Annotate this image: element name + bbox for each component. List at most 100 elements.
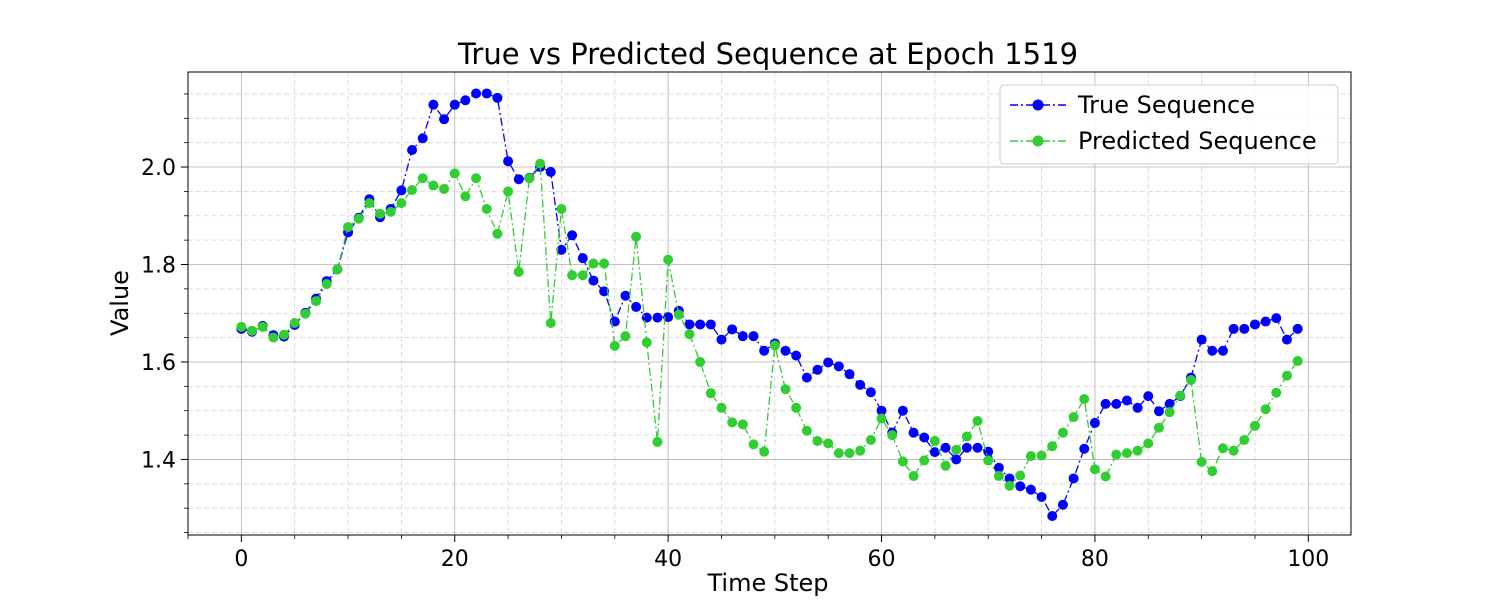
series-true-point bbox=[748, 331, 759, 342]
series-predicted-point bbox=[321, 279, 332, 290]
legend-true-label: True Sequence bbox=[1077, 91, 1255, 119]
series-true-point bbox=[791, 350, 802, 361]
series-true-point bbox=[1004, 473, 1015, 484]
series-true-point bbox=[1271, 313, 1282, 324]
legend-box bbox=[999, 84, 1339, 165]
series-true-point bbox=[439, 114, 450, 125]
series-predicted-point bbox=[247, 325, 258, 336]
series-predicted-point bbox=[887, 430, 898, 441]
legend-predicted-label: Predicted Sequence bbox=[1078, 127, 1317, 155]
series-true-point bbox=[716, 334, 727, 345]
series-predicted-point bbox=[1143, 438, 1154, 449]
series-true-point bbox=[876, 405, 887, 416]
series-true-point bbox=[556, 244, 567, 255]
series-true-point bbox=[1068, 473, 1079, 484]
series-predicted-point bbox=[556, 203, 567, 214]
series-predicted-point bbox=[353, 213, 364, 224]
series-true-point bbox=[684, 319, 695, 330]
series-true-point bbox=[897, 405, 908, 416]
series-true-point bbox=[759, 345, 770, 356]
series-true-point bbox=[396, 185, 407, 196]
series-true-point bbox=[1207, 345, 1218, 356]
series-predicted-point bbox=[1025, 451, 1036, 462]
series-predicted-point bbox=[471, 173, 482, 184]
series-true-point bbox=[1292, 323, 1303, 334]
series-true-point bbox=[961, 442, 972, 453]
series-predicted-point bbox=[1271, 387, 1282, 398]
series-predicted-point bbox=[855, 445, 866, 456]
series-predicted-point bbox=[257, 321, 268, 332]
series-predicted-point bbox=[492, 228, 503, 239]
series-true-point bbox=[588, 275, 599, 286]
series-predicted-point bbox=[1175, 390, 1186, 401]
series-true-point bbox=[1153, 406, 1164, 417]
series-true-point bbox=[1111, 398, 1122, 409]
series-predicted-point bbox=[1153, 422, 1164, 433]
series-predicted-point bbox=[716, 402, 727, 413]
series-true-point bbox=[1281, 334, 1292, 345]
series-predicted-point bbox=[908, 471, 919, 482]
series-predicted-point bbox=[684, 329, 695, 340]
series-predicted-point bbox=[641, 337, 652, 348]
series-true-point bbox=[844, 369, 855, 380]
series-predicted-point bbox=[769, 340, 780, 351]
series-true-point bbox=[567, 230, 578, 241]
series-predicted-point bbox=[524, 173, 535, 184]
series-predicted-point bbox=[1132, 445, 1143, 456]
series-predicted-point bbox=[1121, 448, 1132, 459]
series-true-point bbox=[1100, 398, 1111, 409]
series-predicted-point bbox=[599, 258, 610, 269]
series-true-point bbox=[1143, 391, 1154, 402]
series-true-line bbox=[241, 92, 1299, 518]
series-predicted-point bbox=[1239, 434, 1250, 445]
series-predicted-point bbox=[385, 206, 396, 217]
series-true-point bbox=[823, 357, 834, 368]
series-predicted-point bbox=[1260, 404, 1271, 415]
series-predicted-point bbox=[983, 455, 994, 466]
series-predicted-point bbox=[823, 438, 834, 449]
series-predicted bbox=[236, 158, 1303, 491]
series-predicted-point bbox=[1164, 407, 1175, 418]
series-predicted-point bbox=[759, 446, 770, 457]
y-tick-label: 1.4 bbox=[141, 448, 176, 473]
series-predicted-point bbox=[460, 191, 471, 202]
series-true-point bbox=[492, 92, 503, 103]
series-true-point bbox=[940, 442, 951, 453]
series-true-point bbox=[641, 312, 652, 323]
y-tick-label: 1.6 bbox=[141, 351, 176, 376]
series-true-point bbox=[652, 312, 663, 323]
series-predicted-line bbox=[241, 161, 1299, 487]
series-true-point bbox=[449, 99, 460, 110]
series-predicted-point bbox=[407, 184, 418, 195]
series-true-point bbox=[1079, 443, 1090, 454]
series-predicted-point bbox=[1217, 443, 1228, 454]
legend-predicted-marker-swatch bbox=[1032, 135, 1044, 147]
series-true-point bbox=[481, 88, 492, 99]
series-true-point bbox=[620, 290, 631, 301]
series-predicted-point bbox=[919, 455, 930, 466]
series-true-point bbox=[1057, 499, 1068, 510]
legend-entry-true: True Sequence bbox=[1010, 91, 1255, 119]
series-true-point bbox=[545, 166, 556, 177]
series-predicted-point bbox=[705, 388, 716, 399]
series-predicted-point bbox=[236, 321, 247, 332]
series-predicted-point bbox=[289, 317, 300, 328]
x-tick-label: 40 bbox=[654, 547, 682, 572]
plot-frame bbox=[187, 71, 1352, 536]
series-predicted-point bbox=[673, 309, 684, 320]
series-predicted-point bbox=[695, 356, 706, 367]
series-true-point bbox=[417, 133, 428, 144]
y-axis-label: Value bbox=[106, 270, 134, 336]
series-predicted-point bbox=[748, 439, 759, 450]
series-true-point bbox=[865, 387, 876, 398]
series-predicted-point bbox=[481, 203, 492, 214]
series-true-point bbox=[1228, 323, 1239, 334]
series-predicted-point bbox=[503, 186, 514, 197]
series-true-point bbox=[577, 253, 588, 264]
x-tick-label: 0 bbox=[234, 547, 248, 572]
series-predicted-point bbox=[428, 180, 439, 191]
series-predicted-point bbox=[791, 402, 802, 413]
series-true-point bbox=[1217, 345, 1228, 356]
series-true-point bbox=[631, 301, 642, 312]
